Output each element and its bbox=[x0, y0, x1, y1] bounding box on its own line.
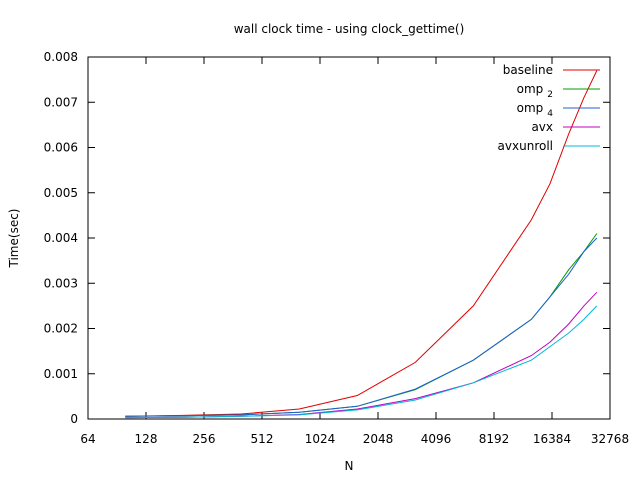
y-tick-label: 0 bbox=[70, 412, 78, 426]
x-tick-label: 16384 bbox=[533, 432, 571, 446]
x-tick-label: 8192 bbox=[479, 432, 510, 446]
y-axis-label: Time(sec) bbox=[7, 209, 21, 269]
series-line-omp-2 bbox=[125, 233, 598, 417]
y-tick-label: 0.006 bbox=[44, 141, 78, 155]
x-tick-label: 2048 bbox=[363, 432, 394, 446]
legend-label-avx: avx bbox=[531, 120, 553, 134]
x-tick-label: 512 bbox=[251, 432, 274, 446]
y-tick-label: 0.003 bbox=[44, 276, 78, 290]
y-tick-label: 0.004 bbox=[44, 231, 78, 245]
x-tick-label: 1024 bbox=[305, 432, 336, 446]
y-tick-label: 0.007 bbox=[44, 95, 78, 109]
x-tick-label: 32768 bbox=[591, 432, 629, 446]
legend-label-omp-4: omp 4 bbox=[517, 101, 554, 119]
series-line-omp-4 bbox=[125, 237, 598, 417]
y-tick-label: 0.002 bbox=[44, 322, 78, 336]
legend-label-baseline: baseline bbox=[503, 63, 553, 77]
legend-label-avxunroll: avxunroll bbox=[498, 139, 553, 153]
chart-title: wall clock time - using clock_gettime() bbox=[234, 22, 465, 36]
x-tick-label: 256 bbox=[193, 432, 216, 446]
x-tick-label: 128 bbox=[135, 432, 158, 446]
x-tick-label: 64 bbox=[80, 432, 95, 446]
x-tick-label: 4096 bbox=[421, 432, 452, 446]
series-line-avxunroll bbox=[125, 305, 598, 419]
x-axis-label: N bbox=[345, 459, 354, 473]
y-tick-label: 0.001 bbox=[44, 367, 78, 381]
y-tick-label: 0.008 bbox=[44, 50, 78, 64]
legend-label-omp-2: omp 2 bbox=[517, 82, 553, 100]
y-tick-label: 0.005 bbox=[44, 186, 78, 200]
series-line-baseline bbox=[125, 70, 598, 417]
series-line-avx bbox=[125, 291, 598, 419]
